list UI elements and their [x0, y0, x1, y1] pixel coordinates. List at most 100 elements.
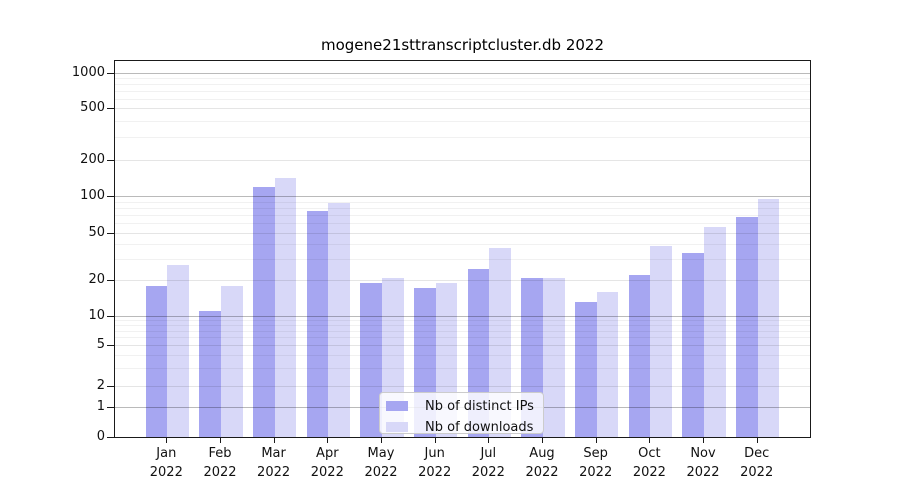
x-tick-month: May: [367, 446, 395, 461]
y-tick-label: 5: [96, 337, 105, 352]
legend-label-downloads: Nb of downloads: [425, 419, 534, 435]
legend-swatch-downloads: [386, 422, 408, 432]
x-tick-label: Sep 2022: [564, 444, 628, 482]
bar-downloads: [274, 177, 297, 437]
x-tick-label: Jul 2022: [456, 444, 520, 482]
x-tick-year: 2022: [525, 465, 559, 480]
x-tick-label: Feb 2022: [188, 444, 252, 482]
y-tick-mark: [107, 385, 114, 387]
x-tick-label: May 2022: [349, 444, 413, 482]
bar-downloads: [328, 202, 350, 437]
x-tick-label: Dec 2022: [725, 444, 789, 482]
gridline: [115, 215, 810, 216]
bar-distinct-ips: [306, 210, 329, 437]
y-tick-mark: [107, 280, 114, 281]
gridline: [115, 98, 810, 100]
y-tick-label: 100: [80, 188, 105, 203]
gridline: [115, 108, 810, 109]
y-tick-mark: [107, 196, 114, 197]
bar-distinct-ips: [145, 285, 168, 437]
gridline: [115, 367, 810, 369]
y-tick-mark: [107, 316, 114, 317]
gridline: [115, 196, 810, 197]
y-tick-label: 10: [88, 308, 105, 323]
legend-swatch-distinct-ips: [386, 401, 408, 411]
legend-label-distinct-ips: Nb of distinct IPs: [425, 398, 534, 414]
bar-downloads: [650, 245, 672, 437]
gridline: [115, 385, 810, 387]
x-tick-mark: [542, 438, 543, 443]
gridline: [115, 207, 810, 209]
bar-distinct-ips: [199, 311, 221, 437]
y-tick-mark: [107, 407, 114, 408]
gridline: [115, 337, 810, 339]
x-tick-year: 2022: [579, 465, 613, 480]
x-tick-mark: [273, 438, 275, 443]
bar-distinct-ips: [360, 282, 382, 437]
y-tick-label: 50: [88, 225, 105, 240]
bar-distinct-ips: [628, 275, 651, 437]
gridline: [115, 223, 810, 225]
y-tick-mark: [107, 233, 114, 234]
legend-entry-downloads: Nb of downloads: [386, 419, 543, 435]
plot-area: [114, 60, 811, 438]
x-tick-month: Nov: [690, 446, 716, 461]
y-tick-mark: [107, 345, 114, 346]
y-tick-mark: [107, 437, 114, 438]
x-tick-month: Dec: [744, 446, 770, 461]
bar-downloads: [543, 277, 565, 437]
gridline: [115, 259, 810, 261]
bar-downloads: [757, 198, 780, 437]
x-tick-mark: [220, 438, 221, 443]
gridline: [115, 73, 810, 74]
x-tick-mark: [703, 438, 704, 443]
x-tick-label: Aug 2022: [510, 444, 574, 482]
gridline: [115, 233, 810, 234]
gridline: [115, 78, 810, 80]
bar-downloads: [167, 264, 189, 437]
gridline: [115, 316, 810, 317]
gridline: [115, 280, 810, 281]
gridline: [115, 320, 810, 322]
x-tick-month: Apr: [316, 446, 339, 461]
gridline: [115, 201, 810, 203]
x-tick-label: Apr 2022: [295, 444, 359, 482]
gridline: [115, 84, 810, 86]
x-tick-year: 2022: [632, 465, 666, 480]
x-tick-label: Oct 2022: [617, 444, 681, 482]
bar-downloads: [221, 285, 243, 437]
x-tick-year: 2022: [310, 465, 344, 480]
gridline: [115, 354, 810, 356]
bar-distinct-ips: [575, 302, 597, 437]
y-tick-label: 200: [80, 152, 105, 167]
x-tick-label: Nov 2022: [671, 444, 735, 482]
x-tick-mark: [381, 438, 382, 443]
x-tick-year: 2022: [740, 465, 774, 480]
x-tick-mark: [756, 438, 758, 443]
x-tick-label: Jun 2022: [403, 444, 467, 482]
x-tick-year: 2022: [364, 465, 398, 480]
gridline: [115, 160, 810, 161]
y-tick-label: 1000: [71, 65, 105, 80]
x-tick-mark: [434, 438, 436, 443]
x-tick-mark: [327, 438, 329, 443]
bar-distinct-ips: [736, 216, 758, 437]
x-tick-month: Feb: [208, 446, 232, 461]
x-tick-mark: [595, 438, 597, 443]
x-tick-label: Mar 2022: [242, 444, 306, 482]
x-tick-month: Oct: [638, 446, 661, 461]
x-tick-year: 2022: [686, 465, 720, 480]
bar-downloads: [596, 291, 619, 437]
x-tick-mark: [488, 438, 490, 443]
gridline: [115, 91, 810, 92]
y-tick-mark: [107, 108, 114, 109]
y-tick-label: 500: [80, 100, 105, 115]
y-tick-label: 20: [88, 272, 105, 287]
legend-entry-distinct-ips: Nb of distinct IPs: [386, 398, 543, 414]
x-tick-month: Sep: [583, 446, 608, 461]
x-tick-month: Jun: [424, 446, 445, 461]
gridline: [115, 345, 810, 346]
x-tick-mark: [649, 438, 651, 443]
gridline: [115, 137, 810, 138]
